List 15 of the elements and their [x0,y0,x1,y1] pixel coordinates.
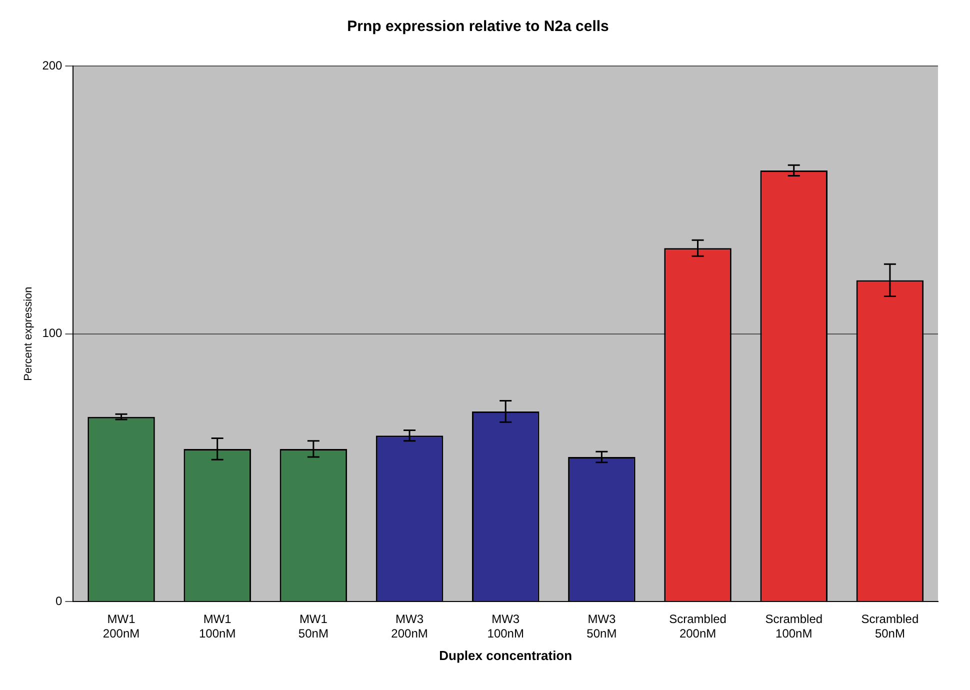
x-tick-label: Scrambled 100nM [765,612,823,641]
chart-title: Prnp expression relative to N2a cells [347,18,609,36]
x-tick-label: MW3 50nM [586,612,617,641]
y-axis-title: Percent expression [22,286,35,381]
x-tick-label: MW1 200nM [102,612,140,641]
x-axis-title: Duplex concentration [439,648,572,663]
y-tick-label: 0 [56,594,63,608]
x-tick-label: Scrambled 50nM [861,612,919,641]
x-tick-label: MW3 100nM [487,612,524,641]
y-tick-label: 100 [42,326,63,340]
y-tick-label: 200 [42,58,63,72]
x-tick-label: MW1 50nM [298,612,328,641]
x-tick-label: MW1 100nM [199,612,236,641]
x-tick-label: MW3 200nM [391,612,428,641]
x-tick-label: Scrambled 200nM [669,612,726,641]
